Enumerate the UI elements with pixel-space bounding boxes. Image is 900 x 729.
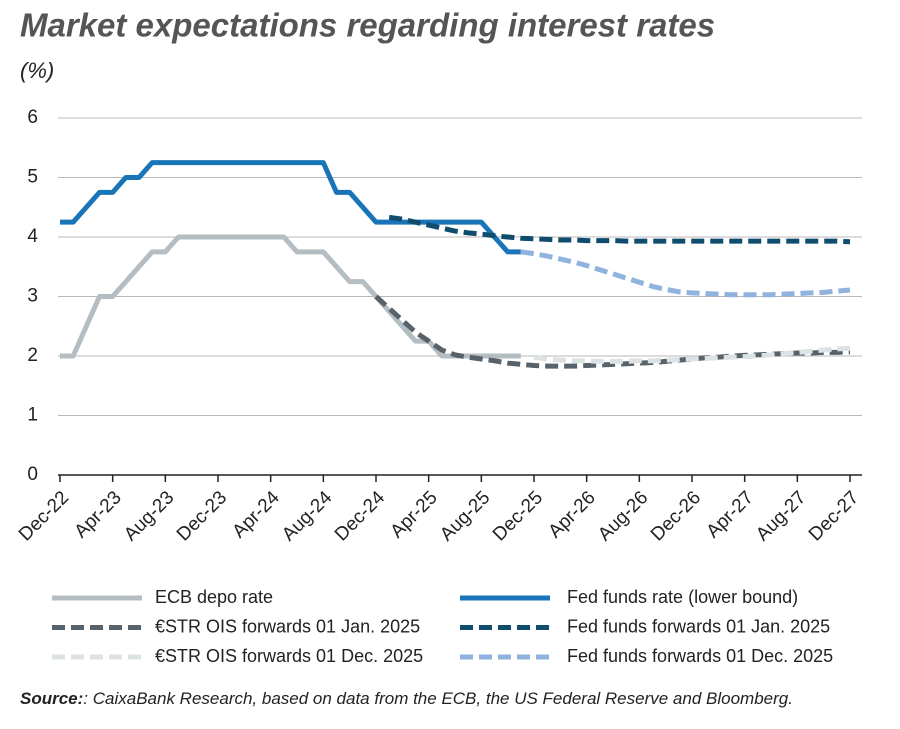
- series-line: [60, 234, 521, 359]
- series-line: [388, 214, 851, 245]
- y-tick-label: 1: [27, 405, 38, 426]
- series-line: [520, 249, 851, 298]
- x-tick-label: Dec-27: [805, 487, 863, 545]
- y-tick-label: 0: [27, 464, 38, 485]
- x-tick-label: Dec-26: [647, 487, 705, 545]
- x-tick-label: Dec-24: [331, 487, 389, 545]
- y-tick-label: 4: [27, 226, 38, 247]
- legend-label: €STR OIS forwards 01 Jan. 2025: [155, 616, 420, 636]
- y-tick-label: 6: [27, 107, 38, 128]
- x-tick-label: Apr-27: [703, 487, 758, 542]
- x-tick-label: Dec-25: [489, 487, 547, 545]
- legend-label: Fed funds forwards 01 Jan. 2025: [567, 616, 830, 636]
- x-tick-label: Aug-27: [752, 487, 810, 545]
- y-tick-label: 5: [27, 167, 38, 188]
- chart-title: Market expectations regarding interest r…: [20, 7, 715, 44]
- series-line: [60, 160, 521, 255]
- series-line: [374, 294, 851, 369]
- x-tick-label: Aug-26: [594, 487, 652, 545]
- source-label: Source:: [20, 689, 83, 708]
- x-tick-label: Aug-24: [278, 487, 336, 545]
- x-tick-label: Aug-23: [120, 487, 178, 545]
- legend-label: €STR OIS forwards 01 Dec. 2025: [155, 646, 423, 666]
- legend-label: Fed funds rate (lower bound): [567, 587, 798, 607]
- series-line: [533, 345, 851, 364]
- chart-subtitle: (%): [20, 58, 54, 83]
- x-tick-label: Apr-24: [229, 487, 284, 542]
- source: Source:: CaixaBank Research, based on da…: [20, 689, 793, 708]
- legend-label: Fed funds forwards 01 Dec. 2025: [567, 646, 833, 666]
- legend-label: ECB depo rate: [155, 587, 273, 607]
- x-tick-label: Apr-26: [545, 487, 600, 542]
- x-tick-label: Aug-25: [436, 487, 494, 545]
- source-text: : CaixaBank Research, based on data from…: [83, 689, 793, 708]
- x-tick-label: Apr-25: [387, 487, 442, 542]
- y-tick-label: 3: [27, 286, 38, 307]
- x-tick-label: Dec-23: [173, 487, 231, 545]
- x-tick-label: Dec-22: [15, 487, 73, 545]
- y-tick-label: 2: [27, 345, 38, 366]
- x-tick-label: Apr-23: [71, 487, 126, 542]
